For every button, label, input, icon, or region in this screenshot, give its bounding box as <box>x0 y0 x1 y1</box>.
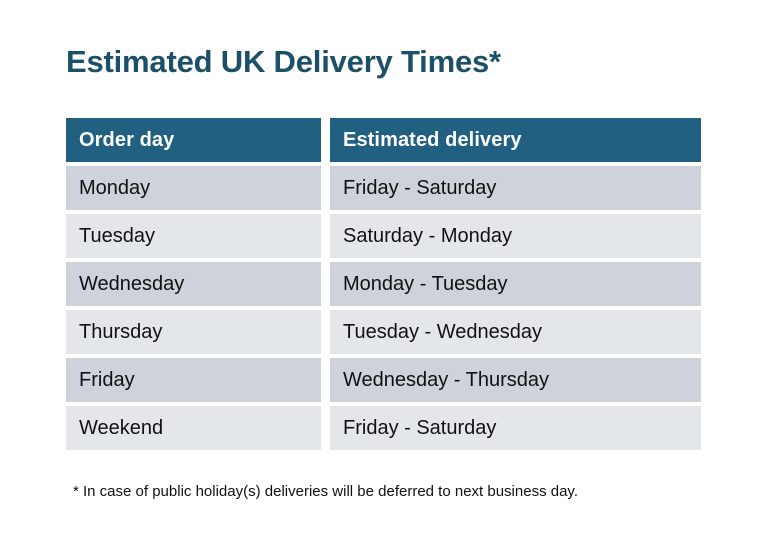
table-row: Friday Wednesday - Thursday <box>66 358 701 402</box>
cell-estimated-delivery: Friday - Saturday <box>330 406 701 450</box>
cell-order-day: Friday <box>66 358 321 402</box>
cell-order-day: Monday <box>66 166 321 210</box>
table-row: Weekend Friday - Saturday <box>66 406 701 450</box>
cell-order-day: Wednesday <box>66 262 321 306</box>
cell-estimated-delivery: Wednesday - Thursday <box>330 358 701 402</box>
cell-estimated-delivery: Monday - Tuesday <box>330 262 701 306</box>
table-row: Thursday Tuesday - Wednesday <box>66 310 701 354</box>
column-header-order-day: Order day <box>66 118 321 162</box>
cell-estimated-delivery: Saturday - Monday <box>330 214 701 258</box>
column-header-estimated-delivery: Estimated delivery <box>330 118 701 162</box>
cell-order-day: Weekend <box>66 406 321 450</box>
table-header-row: Order day Estimated delivery <box>66 118 701 162</box>
footnote-public-holiday: * In case of public holiday(s) deliverie… <box>73 483 578 500</box>
page-title: Estimated UK Delivery Times* <box>66 44 501 79</box>
table-row: Monday Friday - Saturday <box>66 166 701 210</box>
delivery-times-table: Order day Estimated delivery Monday Frid… <box>66 118 701 450</box>
cell-estimated-delivery: Tuesday - Wednesday <box>330 310 701 354</box>
table-row: Tuesday Saturday - Monday <box>66 214 701 258</box>
table-row: Wednesday Monday - Tuesday <box>66 262 701 306</box>
cell-estimated-delivery: Friday - Saturday <box>330 166 701 210</box>
cell-order-day: Thursday <box>66 310 321 354</box>
cell-order-day: Tuesday <box>66 214 321 258</box>
